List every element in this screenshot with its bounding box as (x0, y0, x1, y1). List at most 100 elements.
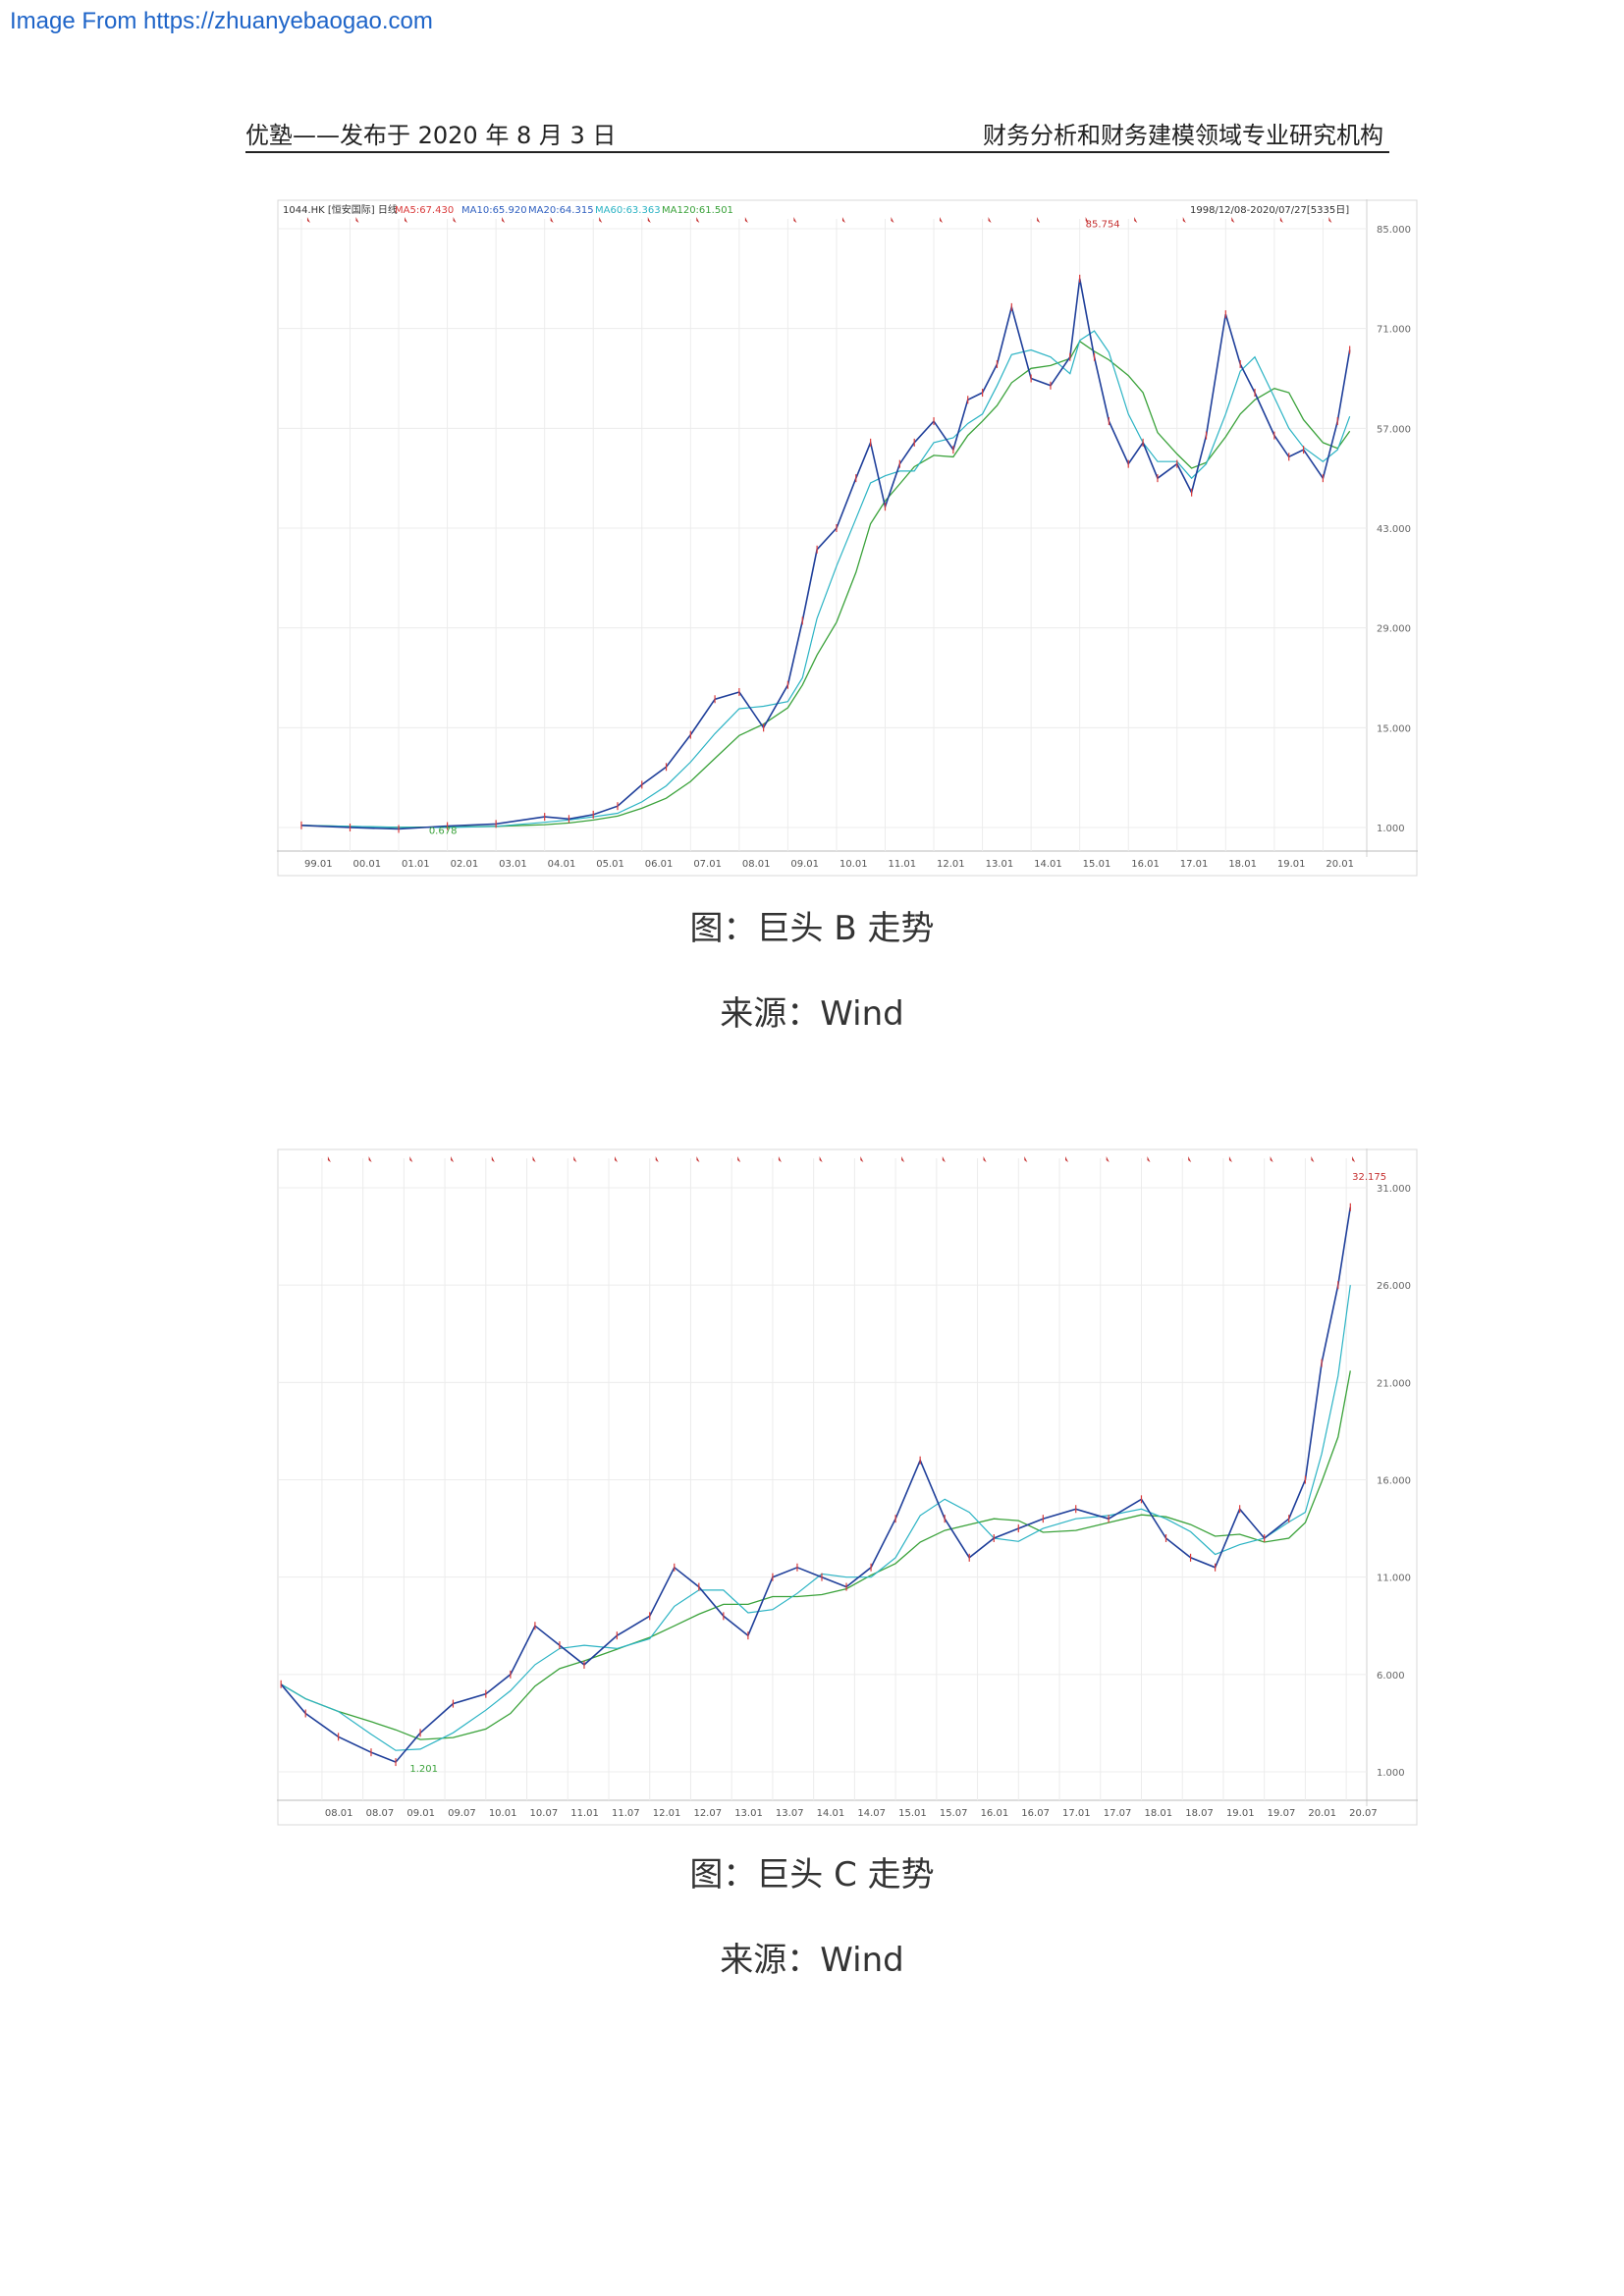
x-tick-label: 17.01 (1062, 1808, 1091, 1819)
y-tick-label: 43.000 (1377, 524, 1411, 535)
x-tick-label: 01.01 (402, 859, 430, 870)
x-tick-label: 09.01 (406, 1808, 435, 1819)
chart-ticker: 1044.HK [恒安国际] 日线 (283, 203, 398, 216)
x-tick-label: 13.01 (986, 859, 1014, 870)
ma-legend-item: MA120:61.501 (662, 205, 733, 216)
event-marker (942, 1156, 946, 1162)
event-marker (983, 1156, 987, 1162)
event-marker (988, 217, 992, 223)
chart-b: 85.000 71.000 57.000 43.000 29.000 15.000 1.00… (277, 199, 1418, 877)
event-marker (615, 1156, 619, 1162)
event-marker (1328, 217, 1332, 223)
x-tick-label: 16.07 (1021, 1808, 1050, 1819)
y-tick-label: 11.000 (1377, 1574, 1411, 1584)
event-marker (696, 1156, 700, 1162)
x-tick-label: 20.01 (1326, 859, 1354, 870)
event-marker (453, 217, 457, 223)
header-left: 优塾——发布于 2020 年 8 月 3 日 (245, 122, 617, 149)
x-tick-label: 14.01 (1034, 859, 1062, 870)
chart-c-svg: 31.000 26.000 21.000 16.000 11.000 6.000 1.000… (277, 1148, 1418, 1826)
x-tick-label: 04.01 (548, 859, 576, 870)
ma-legend-item: MA20:64.315 (528, 205, 594, 216)
event-marker (1228, 1156, 1232, 1162)
x-tick-label: 18.01 (1228, 859, 1257, 870)
event-marker (573, 1156, 577, 1162)
ma-long-line (300, 340, 1351, 828)
x-tick-label: 09.01 (790, 859, 819, 870)
chart-frame (277, 199, 1418, 877)
event-marker (647, 217, 651, 223)
x-tick-label: 17.07 (1104, 1808, 1132, 1819)
event-marker (1134, 217, 1138, 223)
x-tick-label: 15.01 (898, 1808, 927, 1819)
x-tick-label: 13.01 (734, 1808, 763, 1819)
event-marker (819, 1156, 823, 1162)
source-value: Wind (820, 994, 904, 1034)
y-tick-label: 31.000 (1377, 1184, 1411, 1195)
x-tick-label: 14.07 (857, 1808, 886, 1819)
event-marker (1352, 1156, 1356, 1162)
source-label: 来源： (720, 994, 821, 1034)
x-tick-label: 00.01 (353, 859, 382, 870)
event-marker (409, 1156, 413, 1162)
event-marker (1231, 217, 1235, 223)
x-tick-label: 08.01 (742, 859, 771, 870)
event-marker (1065, 1156, 1069, 1162)
header-divider (245, 151, 1389, 153)
event-marker (502, 217, 506, 223)
x-tick-label: 19.01 (1277, 859, 1306, 870)
figure-caption-c: 图：巨头 C 走势 (689, 1855, 935, 1895)
x-tick-label: 10.07 (530, 1808, 559, 1819)
event-marker (1311, 1156, 1315, 1162)
y-tick-label: 71.000 (1377, 325, 1411, 336)
event-marker (940, 217, 944, 223)
event-marker (901, 1156, 905, 1162)
source-label: 来源： (720, 1941, 821, 1980)
x-tick-label: 08.01 (325, 1808, 353, 1819)
x-tick-label: 10.01 (489, 1808, 517, 1819)
chart-c: 31.000 26.000 21.000 16.000 11.000 6.000 1.000… (277, 1148, 1418, 1826)
figure-source-c: 来源：Wind (0, 1933, 1624, 1981)
event-marker (1270, 1156, 1273, 1162)
event-marker (891, 217, 894, 223)
ma-short-line (300, 330, 1351, 828)
x-tick-label: 15.01 (1083, 859, 1111, 870)
x-tick-label: 18.01 (1144, 1808, 1172, 1819)
figure-source-b: 来源：Wind (0, 987, 1624, 1035)
annotation-label: 1.201 (409, 1764, 438, 1775)
event-marker (841, 217, 845, 223)
event-marker (860, 1156, 864, 1162)
event-marker (451, 1156, 455, 1162)
x-tick-label: 09.07 (448, 1808, 476, 1819)
event-marker (306, 217, 310, 223)
x-tick-label: 05.01 (596, 859, 624, 870)
watermark-link[interactable]: Image From https://zhuanyebaogao.com (10, 8, 433, 34)
x-tick-label: 20.01 (1308, 1808, 1336, 1819)
event-marker (778, 1156, 782, 1162)
x-tick-label: 13.07 (776, 1808, 804, 1819)
x-tick-label: 19.07 (1268, 1808, 1296, 1819)
y-tick-label: 21.000 (1377, 1378, 1411, 1389)
event-marker (355, 217, 359, 223)
event-marker (1279, 217, 1283, 223)
x-tick-label: 15.07 (940, 1808, 968, 1819)
x-tick-label: 99.01 (304, 859, 333, 870)
x-tick-label: 20.07 (1349, 1808, 1378, 1819)
event-marker (368, 1156, 372, 1162)
ma-legend-item: MA10:65.920 (461, 205, 527, 216)
event-marker (327, 1156, 331, 1162)
y-tick-label: 16.000 (1377, 1476, 1411, 1487)
chart-range: 1998/12/08-2020/07/27[5335日] (1190, 205, 1349, 216)
header-right: 财务分析和财务建模领域专业研究机构 (983, 122, 1383, 149)
x-tick-label: 12.07 (693, 1808, 722, 1819)
event-marker (744, 217, 748, 223)
x-tick-label: 12.01 (653, 1808, 681, 1819)
y-tick-label: 1.000 (1377, 824, 1405, 834)
x-tick-label: 12.01 (937, 859, 965, 870)
annotation-label: 0.678 (429, 826, 458, 836)
y-tick-label: 26.000 (1377, 1281, 1411, 1292)
event-marker (1106, 1156, 1110, 1162)
event-marker (405, 217, 408, 223)
x-tick-label: 16.01 (1131, 859, 1160, 870)
x-tick-label: 03.01 (499, 859, 527, 870)
